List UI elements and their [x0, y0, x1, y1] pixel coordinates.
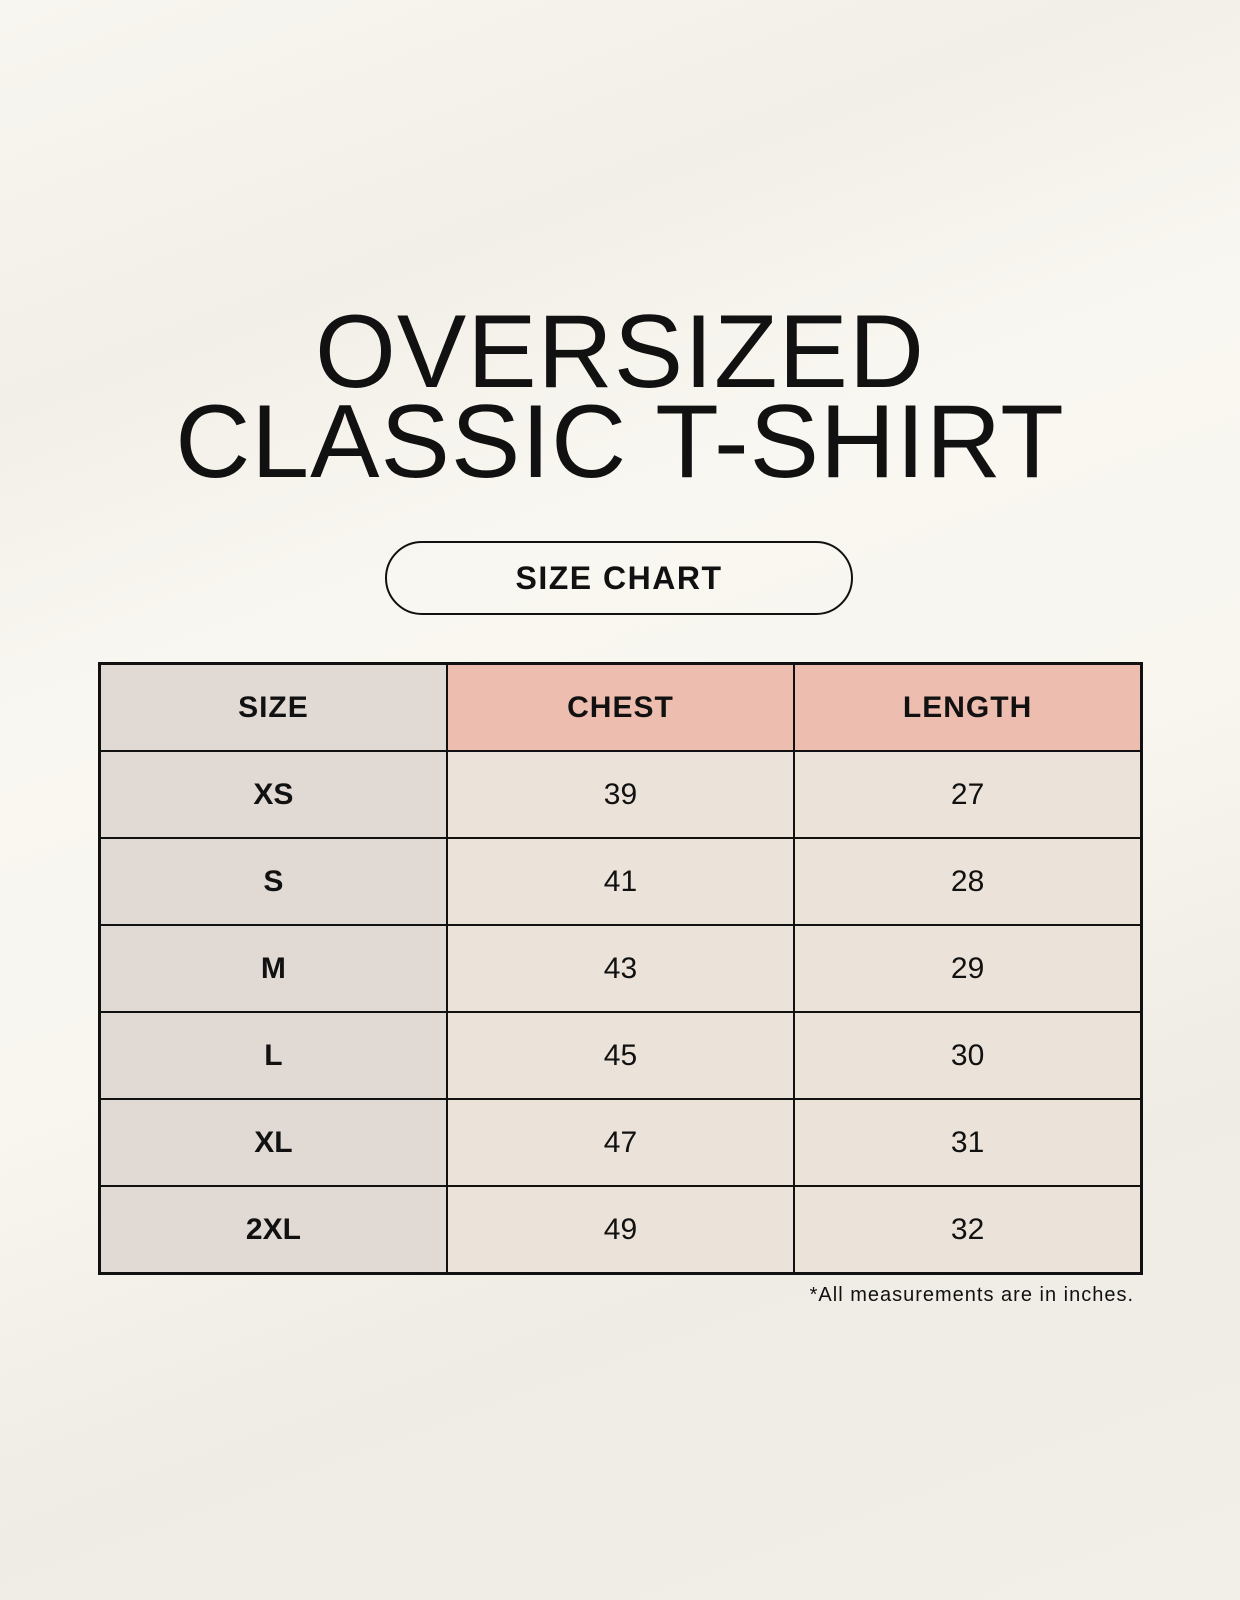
cell-length: 30 [793, 1011, 1143, 1100]
cell-chest: 49 [445, 1185, 796, 1275]
title-line-2: CLASSIC T-SHIRT [175, 384, 1065, 500]
cell-chest: 39 [445, 750, 796, 839]
cell-chest: 45 [445, 1011, 796, 1100]
header-chest: CHEST [445, 662, 796, 752]
cell-length: 31 [793, 1098, 1143, 1187]
cell-size: M [98, 924, 448, 1013]
cell-chest: 41 [445, 837, 796, 926]
size-table: SIZE CHEST LENGTH XS 39 27 S 41 28 M 43 29 L 45 30 X… [98, 662, 1143, 1275]
table-row: 2XL 49 32 [98, 1185, 1143, 1275]
table-row: L 45 30 [98, 1011, 1143, 1100]
cell-length: 29 [793, 924, 1143, 1013]
footnote: *All measurements are in inches. [809, 1284, 1134, 1306]
header-length: LENGTH [793, 662, 1143, 752]
table-row: S 41 28 [98, 837, 1143, 926]
title-line-1: OVERSIZED [315, 294, 925, 410]
cell-size: XL [98, 1098, 448, 1187]
cell-size: S [98, 837, 448, 926]
cell-chest: 43 [445, 924, 796, 1013]
table-row: M 43 29 [98, 924, 1143, 1013]
cell-length: 32 [793, 1185, 1143, 1275]
cell-length: 27 [793, 750, 1143, 839]
cell-size: L [98, 1011, 448, 1100]
table-row: XL 47 31 [98, 1098, 1143, 1187]
size-chart-badge: SIZE CHART [385, 541, 853, 615]
table-row: XS 39 27 [98, 750, 1143, 839]
header-size: SIZE [98, 662, 448, 752]
table-header-row: SIZE CHEST LENGTH [98, 662, 1143, 752]
cell-size: 2XL [98, 1185, 448, 1275]
page-title: OVERSIZED CLASSIC T-SHIRT [0, 294, 1240, 500]
cell-length: 28 [793, 837, 1143, 926]
cell-size: XS [98, 750, 448, 839]
cell-chest: 47 [445, 1098, 796, 1187]
